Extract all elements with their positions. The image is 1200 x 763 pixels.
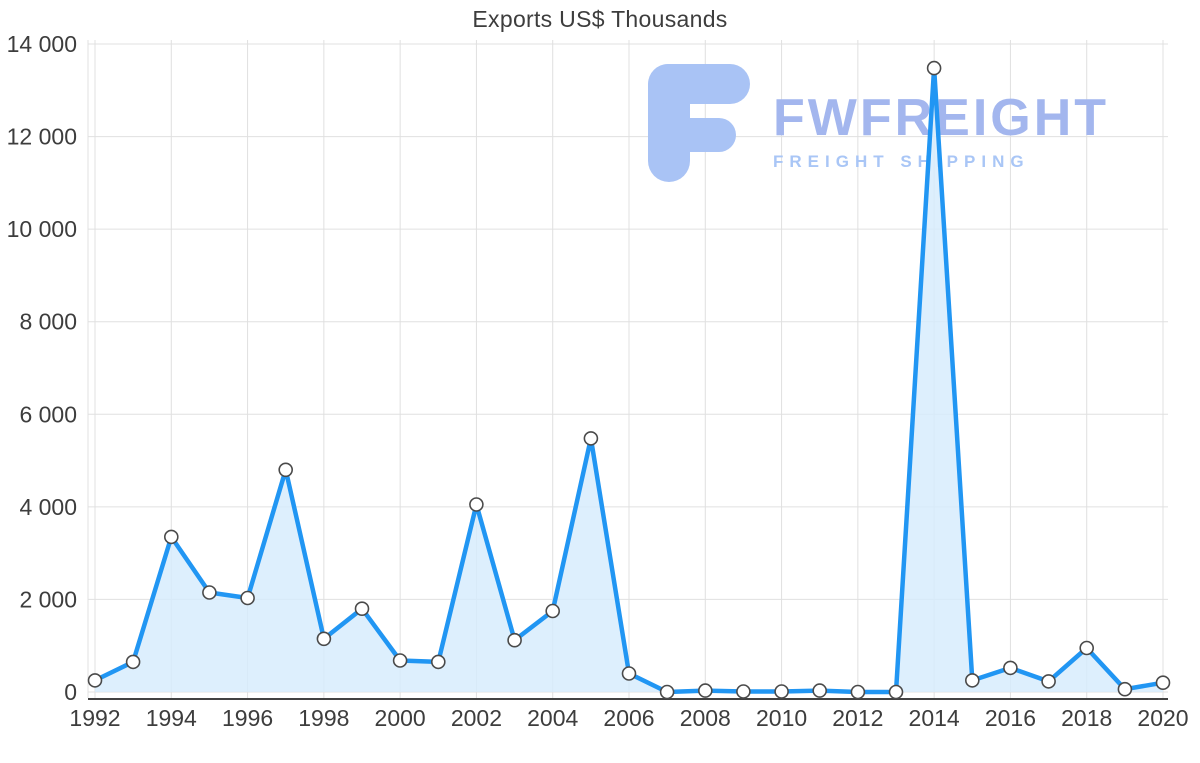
data-point-marker[interactable] xyxy=(621,666,637,681)
x-tick-label: 2000 xyxy=(375,705,426,731)
x-tick-label: 2010 xyxy=(756,705,807,731)
x-tick-label: 2006 xyxy=(603,705,654,731)
data-point-marker[interactable] xyxy=(278,462,294,478)
y-tick-label: 0 xyxy=(64,679,77,705)
data-point-marker[interactable] xyxy=(507,632,522,648)
chart-title: Exports US$ Thousands xyxy=(472,6,728,32)
x-tick-label: 2004 xyxy=(527,705,578,731)
y-tick-label: 12 000 xyxy=(7,124,77,150)
fwfreight-logo-icon xyxy=(648,64,750,182)
data-point-marker[interactable] xyxy=(316,631,332,647)
data-point-marker[interactable] xyxy=(697,683,713,698)
x-tick-label: 1994 xyxy=(146,705,197,731)
x-tick-label: 2020 xyxy=(1137,705,1188,731)
data-point-marker[interactable] xyxy=(87,673,103,688)
data-point-marker[interactable] xyxy=(240,590,255,606)
x-tick-label: 2014 xyxy=(909,705,960,731)
y-tick-label: 14 000 xyxy=(7,31,77,57)
y-tick-label: 10 000 xyxy=(7,216,77,242)
data-point-marker[interactable] xyxy=(202,585,217,600)
watermark: FWFREIGHT FREIGHT SHIPPING xyxy=(648,64,1125,184)
x-tick-label: 1992 xyxy=(69,705,120,731)
data-point-marker[interactable] xyxy=(1117,681,1133,697)
x-tick-label: 2018 xyxy=(1061,705,1112,731)
y-tick-label: 4 000 xyxy=(19,494,77,520)
watermark-tagline: FREIGHT SHIPPING xyxy=(773,152,1030,171)
y-tick-label: 2 000 xyxy=(19,586,77,612)
data-point-marker[interactable] xyxy=(1079,640,1094,656)
x-tick-label: 2016 xyxy=(985,705,1036,731)
data-point-marker[interactable] xyxy=(392,653,408,668)
data-point-marker[interactable] xyxy=(583,431,599,446)
data-point-marker[interactable] xyxy=(125,654,141,670)
data-point-marker[interactable] xyxy=(659,684,675,700)
data-point-marker[interactable] xyxy=(888,684,904,700)
x-tick-label: 2002 xyxy=(451,705,502,731)
watermark-text: FWFREIGHT FREIGHT SHIPPING xyxy=(773,92,1125,172)
data-point-marker[interactable] xyxy=(812,683,828,698)
y-tick-label: 8 000 xyxy=(19,309,77,335)
data-point-marker[interactable] xyxy=(736,684,751,699)
data-point-marker[interactable] xyxy=(545,603,561,619)
data-point-marker[interactable] xyxy=(354,601,370,617)
data-point-marker[interactable] xyxy=(469,497,484,512)
data-point-marker[interactable] xyxy=(774,684,789,699)
data-point-marker[interactable] xyxy=(964,673,980,688)
data-point-marker[interactable] xyxy=(1041,674,1056,689)
x-tick-label: 2008 xyxy=(680,705,731,731)
data-point-marker[interactable] xyxy=(850,684,866,700)
data-point-marker[interactable] xyxy=(1155,675,1171,691)
data-point-marker[interactable] xyxy=(926,60,942,76)
x-tick-label: 1996 xyxy=(222,705,273,731)
y-tick-label: 6 000 xyxy=(19,401,77,427)
data-point-marker[interactable] xyxy=(1003,660,1018,676)
x-tick-label: 1998 xyxy=(298,705,349,731)
x-tick-label: 2012 xyxy=(832,705,883,731)
series-area-fill xyxy=(95,68,1163,693)
data-point-marker[interactable] xyxy=(164,529,179,545)
data-point-marker[interactable] xyxy=(430,654,446,670)
